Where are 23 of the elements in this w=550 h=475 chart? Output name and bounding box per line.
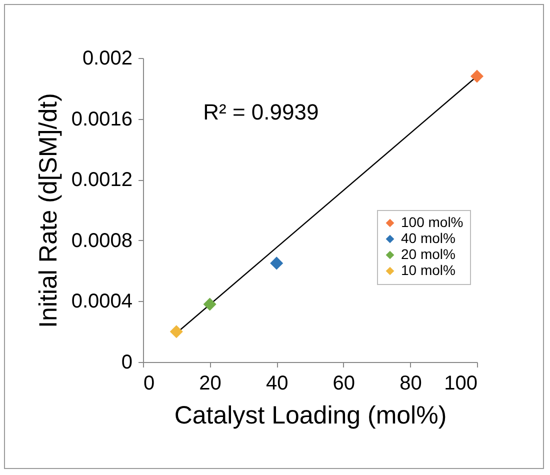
y-tick-label: 0.0004 (71, 290, 132, 313)
y-tick-label: 0.002 (82, 48, 132, 70)
y-axis-title: Initial Rate (d[SM]/dt) (34, 93, 62, 328)
y-tick-label: 0.0012 (71, 169, 132, 192)
y-tick-label: 0.0008 (71, 230, 132, 252)
x-tick-label: 0 (144, 372, 155, 394)
x-axis-title: Catalyst Loading (mol%) (174, 402, 447, 430)
legend-label: 20 mol% (401, 246, 456, 262)
x-tick-label: 80 (400, 372, 422, 394)
point (170, 325, 183, 338)
legend-label: 40 mol% (401, 230, 456, 246)
point (470, 70, 484, 83)
x-tick-label: 40 (266, 372, 288, 394)
x-tick-label: 60 (332, 372, 356, 394)
x-tick-label: 20 (199, 372, 222, 394)
point (203, 298, 216, 311)
y-tick-label: 0.0016 (71, 108, 132, 130)
y-tick-label: 0 (121, 352, 132, 374)
x-tick-label: 100 (444, 372, 478, 394)
point (270, 256, 284, 270)
legend-label: 10 mol% (401, 262, 456, 278)
annotation: R² = 0.9939 (203, 100, 319, 125)
legend-label: 100 mol% (401, 214, 464, 230)
